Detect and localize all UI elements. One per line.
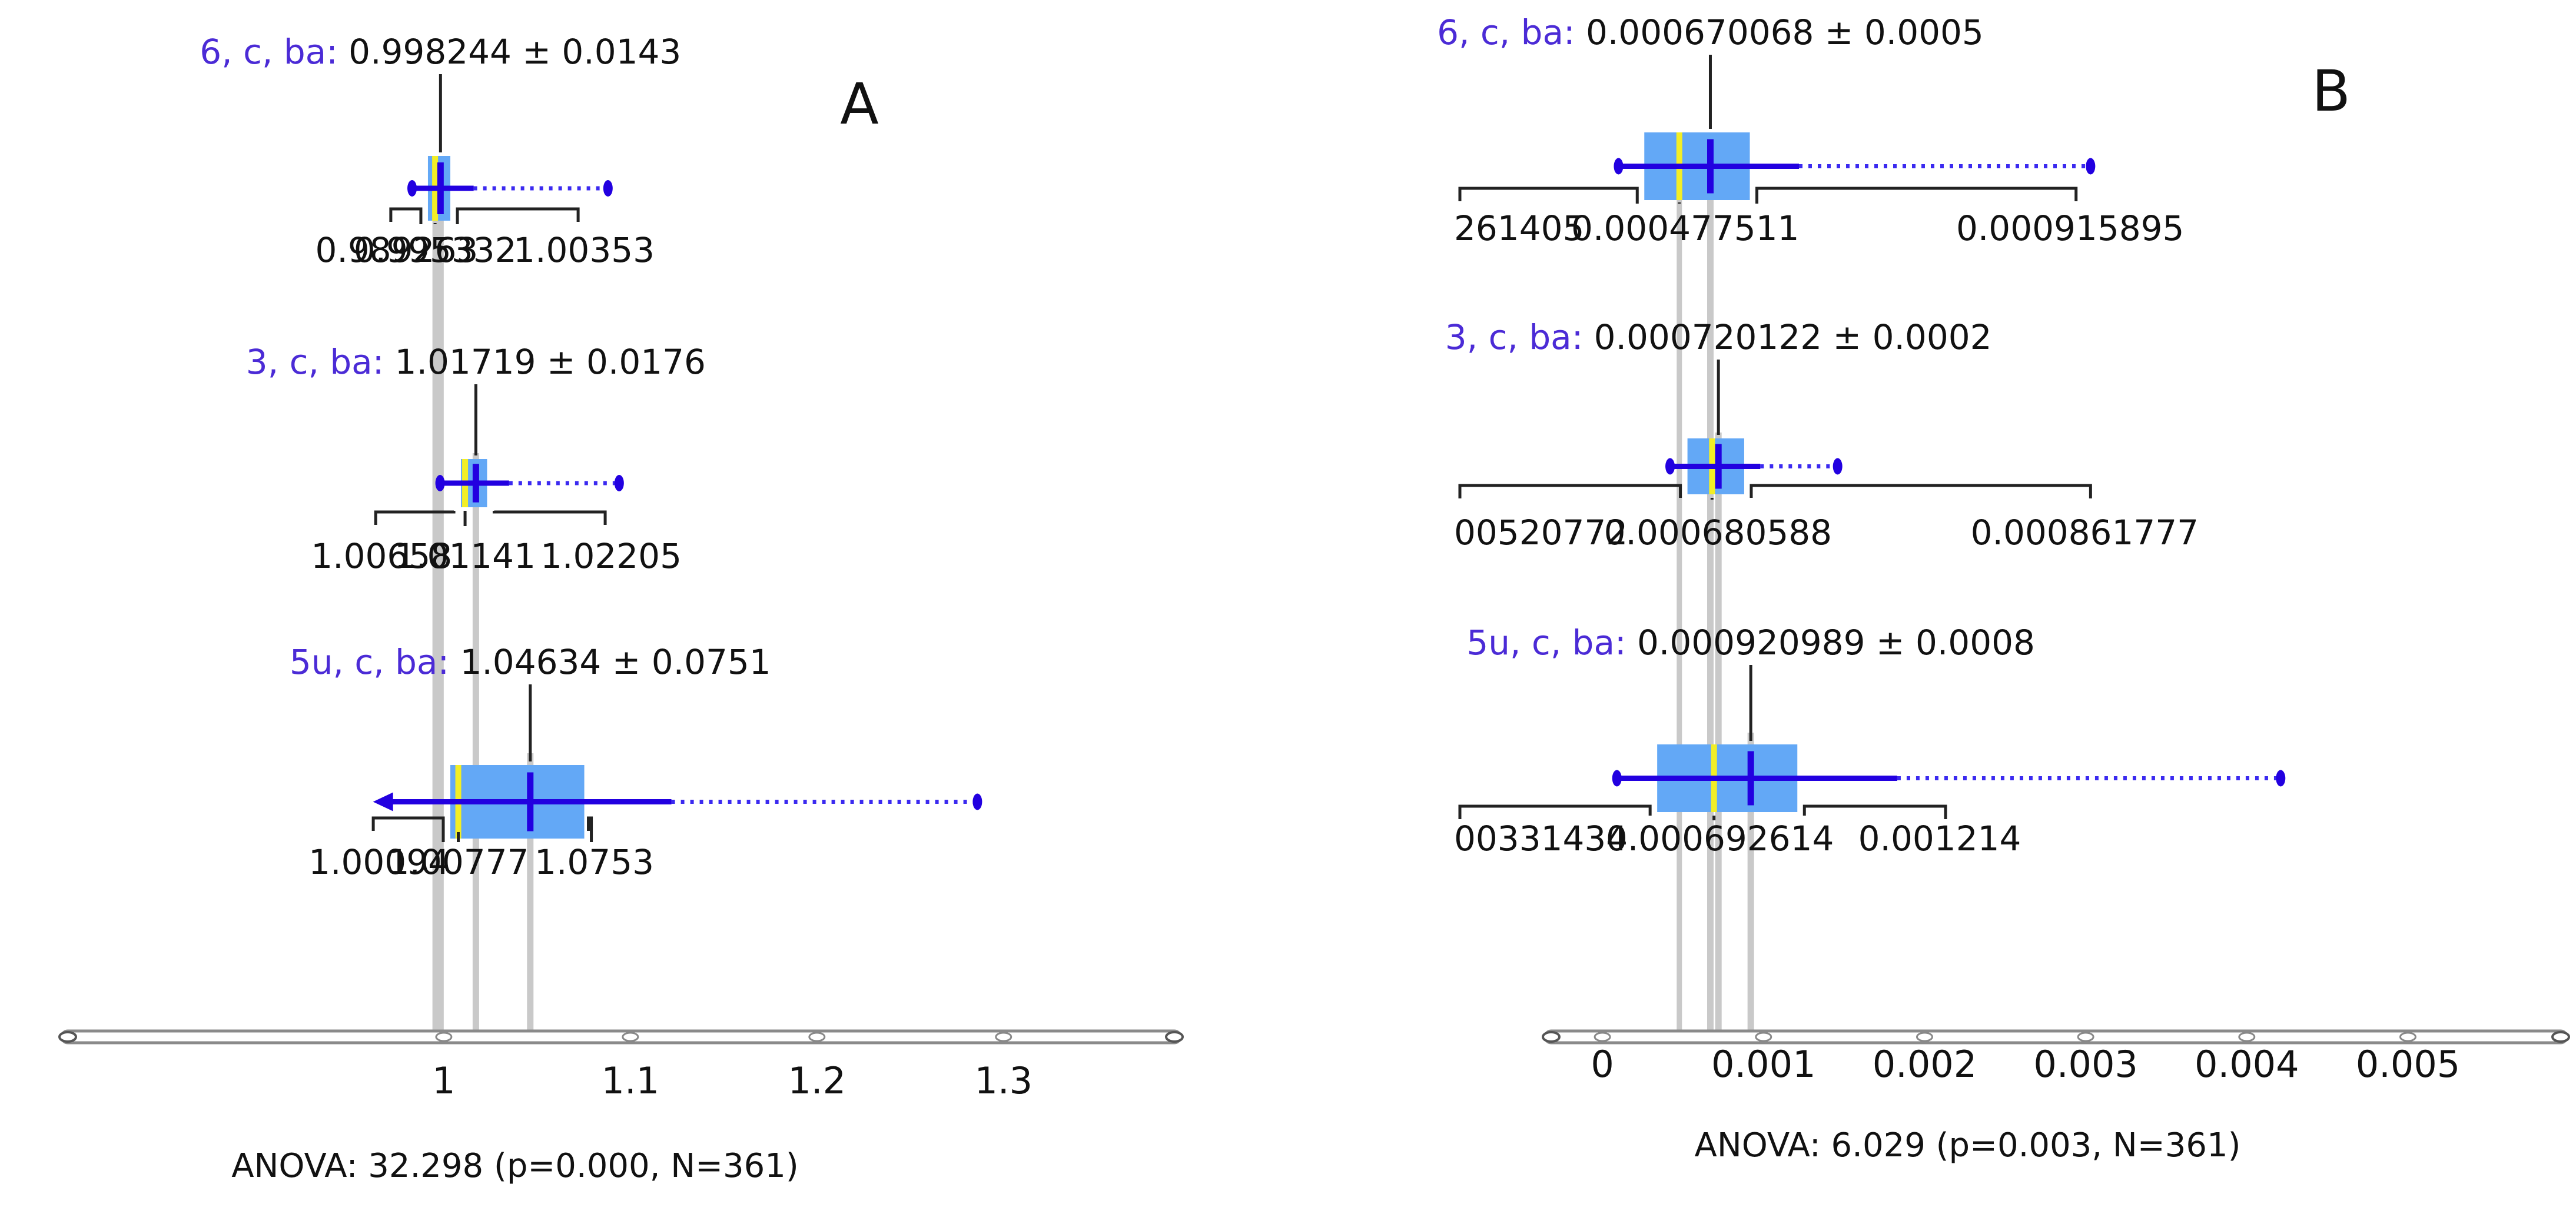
- axis-tick-mark: [2399, 1032, 2416, 1042]
- bracket-label: 1.00094: [308, 842, 450, 882]
- bracket-left: [1458, 484, 1682, 498]
- bracket-label: 1.0753: [535, 842, 654, 882]
- bracket-label: 1.01141: [394, 536, 536, 576]
- axis-tick-label: 0.005: [2356, 1043, 2461, 1086]
- group-label: 5u, c, ba: 1.04634 ± 0.0751: [290, 642, 771, 682]
- outlier-max-point: [972, 793, 982, 810]
- whisker-min-point: [1665, 458, 1675, 475]
- panel-B: 0 0.001 0.002 0.003 0.004 0.005 ANOVA: 6.029 (…: [1437, 12, 2570, 1165]
- bracket-right: [587, 816, 593, 842]
- axis-tick-mark: [808, 1032, 826, 1042]
- axis-tick-label: 0.003: [2033, 1043, 2138, 1086]
- group-name: 3, c, ba:: [1445, 317, 1594, 357]
- group-label: 6, c, ba: 0.000670068 ± 0.0005: [1437, 12, 1984, 52]
- group-mean-text: 1.01719 ± 0.0176: [395, 342, 706, 382]
- group-label: 6, c, ba: 0.998244 ± 0.0143: [200, 32, 681, 72]
- outlier-max-point: [614, 475, 624, 491]
- bracket-right: [456, 207, 580, 224]
- axis-tick-label: 1.2: [788, 1059, 846, 1102]
- group-name: 5u, c, ba:: [290, 642, 460, 682]
- group-label: 3, c, ba: 0.000720122 ± 0.0002: [1445, 317, 1992, 357]
- group-0: 6, c, ba: 0.000670068 ± 0.00052614050.00…: [1437, 12, 2184, 248]
- group-2: 5u, c, ba: 0.000920989 ± 0.0008003314340…: [1454, 623, 2286, 859]
- anova-footer: ANOVA: 32.298 (p=0.000, N=361): [231, 1147, 799, 1185]
- group-name: 6, c, ba:: [200, 32, 348, 72]
- axis-end-cap: [58, 1031, 77, 1043]
- bracket-label: 1.00658: [311, 536, 452, 576]
- group-label: 5u, c, ba: 0.000920989 ± 0.0008: [1466, 623, 2035, 663]
- axis-tick-mark: [995, 1032, 1013, 1042]
- group-mean-text: 0.998244 ± 0.0143: [348, 32, 681, 72]
- bracket-label: 0.000861777: [1971, 513, 2199, 553]
- axis-tick-label: 0: [1591, 1043, 1614, 1086]
- axis-tick-mark: [1916, 1032, 1933, 1042]
- axis-end-cap: [1165, 1031, 1184, 1043]
- group-mean-text: 0.000670068 ± 0.0005: [1586, 12, 1984, 52]
- bracket-label: 1.00353: [513, 230, 655, 270]
- bracket-right: [1755, 187, 2078, 204]
- panel-A: 1 1.1 1.2 1.3 ANOVA: 32.298 (p=0.000, N=361)…: [58, 32, 1184, 1185]
- whisker-min-point: [435, 475, 445, 491]
- bracket-left: [374, 510, 456, 525]
- axis-tick-label: 1.3: [974, 1059, 1033, 1102]
- bracket-label: 0.989263: [316, 230, 479, 270]
- bracket-left: [1458, 187, 1639, 204]
- group-name: 3, c, ba:: [246, 342, 395, 382]
- bracket-label: 0.000477511: [1571, 208, 1799, 248]
- whisker-min-point: [1612, 770, 1622, 787]
- axis-tick-mark: [2238, 1032, 2256, 1042]
- axis-end-cap: [1542, 1031, 1561, 1043]
- axis-tick-mark: [1755, 1032, 1772, 1042]
- bracket-label: 1.00777: [388, 842, 529, 882]
- group-0: 6, c, ba: 0.998244 ± 0.0143 0.9892630.995…: [200, 32, 681, 270]
- bracket-label: 0.000692614: [1606, 819, 1834, 859]
- panel-letter: B: [2312, 58, 2351, 124]
- whisker-min-point: [1614, 158, 1624, 175]
- bracket-label: 0.001214: [1858, 819, 2021, 859]
- outlier-max-point: [1833, 458, 1843, 475]
- outlier-max-point: [2276, 770, 2286, 787]
- bracket-label: 00520772: [1454, 513, 1628, 553]
- bracket-label: 0.000915895: [1956, 208, 2184, 248]
- bracket-label: 261405: [1454, 208, 1584, 248]
- anova-footer: ANOVA: 6.029 (p=0.003, N=361): [1695, 1126, 2241, 1165]
- whisker-arrow: [373, 792, 393, 811]
- axis-end-cap: [2551, 1031, 2570, 1043]
- group-2: 5u, c, ba: 1.04634 ± 0.0751 1.000941.0077…: [290, 642, 982, 882]
- bracket-right: [1802, 804, 1947, 819]
- axis-tick-label: 0.002: [1873, 1043, 1977, 1086]
- bracket-right: [1750, 484, 2092, 498]
- bracket-label: 00331434: [1454, 819, 1628, 859]
- axis-tick-label: 1: [432, 1059, 455, 1102]
- axis-tick-mark: [1594, 1032, 1611, 1042]
- axis-tick-mark: [435, 1032, 453, 1042]
- group-mean-text: 0.000720122 ± 0.0002: [1594, 317, 1992, 357]
- whisker-min-point: [407, 180, 417, 197]
- group-name: 6, c, ba:: [1437, 12, 1586, 52]
- axis-tick-label: 0.001: [1711, 1043, 1816, 1086]
- bracket-label: 0.995332: [354, 230, 517, 270]
- axis-tick-mark: [2077, 1032, 2094, 1042]
- group-name: 5u, c, ba:: [1466, 623, 1637, 663]
- axis-tick-label: 1.1: [602, 1059, 660, 1102]
- x-axis-bar: [60, 1029, 1182, 1045]
- group-1: 3, c, ba: 0.000720122 ± 0.0002005207720.…: [1445, 317, 2199, 553]
- bracket-right: [492, 510, 607, 525]
- group-label: 3, c, ba: 1.01719 ± 0.0176: [246, 342, 706, 382]
- bracket-left: [1458, 804, 1652, 819]
- group-mean-text: 1.04634 ± 0.0751: [460, 642, 771, 682]
- bracket-left: [389, 207, 423, 224]
- group-mean-text: 0.000920989 ± 0.0008: [1637, 623, 2035, 663]
- axis-tick-mark: [622, 1032, 639, 1042]
- panel-letter: A: [840, 71, 879, 137]
- bracket-label: 1.02205: [540, 536, 682, 576]
- axis-tick-label: 0.004: [2195, 1043, 2299, 1086]
- bracket-label: 0.000680588: [1604, 513, 1832, 553]
- group-1: 3, c, ba: 1.01719 ± 0.0176 1.006581.01141…: [246, 342, 706, 576]
- bracket-left: [371, 816, 445, 842]
- outlier-max-point: [2086, 158, 2096, 175]
- outlier-max-point: [603, 180, 613, 197]
